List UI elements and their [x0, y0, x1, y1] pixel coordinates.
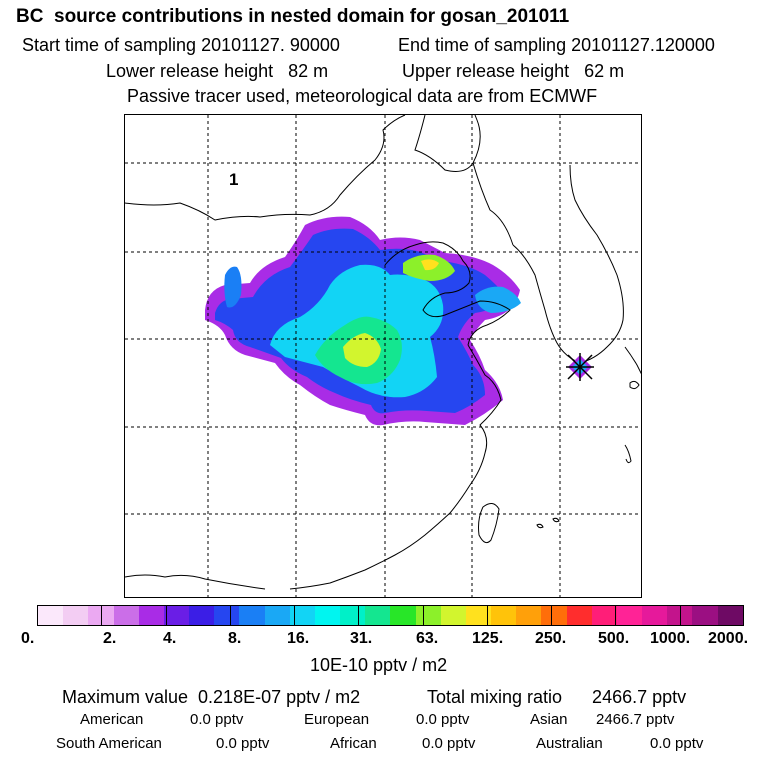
south-american-label: South American — [56, 735, 162, 752]
korea-border — [472, 162, 514, 246]
colorbar-label-31: 31. — [350, 630, 373, 647]
total-mixing-text: Total mixing ratio 2466.7 pptv — [427, 687, 687, 707]
colorbar-label-2: 2. — [103, 630, 117, 647]
map-canvas — [125, 115, 641, 597]
map-panel-label: 1 — [229, 170, 239, 189]
colorbar-cell-5 — [163, 606, 190, 625]
colorbar-cell-18 — [491, 606, 517, 625]
map-panel: 1 — [124, 114, 642, 598]
lower-release-text: Lower release height 82 m — [106, 61, 329, 81]
african-label: African — [330, 735, 377, 752]
european-label: European — [304, 711, 370, 728]
colorbar-label-63: 63. — [416, 630, 439, 647]
colorbar-label-0: 0. — [21, 630, 35, 647]
colorbar-cell-1 — [63, 606, 89, 625]
japan-island-b — [624, 444, 632, 464]
colorbar-tick-5 — [358, 605, 360, 626]
coastlines — [125, 115, 641, 590]
colorbar-cell-4 — [138, 606, 164, 625]
colorbar — [37, 605, 744, 626]
maximum-value-text: Maximum value 0.218E-07 pptv / m2 — [62, 687, 361, 707]
colorbar-cell-16 — [440, 606, 466, 625]
colorbar-cell-27 — [717, 606, 743, 625]
mongolia-border — [125, 115, 406, 221]
graticule — [125, 115, 641, 597]
asian-value: 2466.7 pptv — [596, 711, 675, 728]
colorbar-cell-19 — [516, 606, 542, 625]
colorbar-tick-4 — [294, 605, 296, 626]
colorbar-tick-6 — [422, 605, 424, 626]
start-time-text: Start time of sampling 20101127. 90000 — [22, 35, 340, 55]
colorbar-cell-23 — [616, 606, 643, 625]
american-label: American — [80, 711, 144, 728]
colorbar-cell-17 — [465, 606, 492, 625]
china-east-coast — [289, 344, 502, 590]
colorbar-tick-7 — [486, 605, 488, 626]
manchuria-border — [414, 115, 481, 172]
colorbar-cell-22 — [591, 606, 617, 625]
tracer-note-text: Passive tracer used, meteorological data… — [127, 86, 598, 106]
japan-island-a — [629, 380, 640, 390]
colorbar-cell-24 — [642, 606, 668, 625]
southern-border — [125, 574, 266, 590]
colorbar-cell-7 — [214, 606, 240, 625]
small-island-2 — [552, 517, 560, 523]
colorbar-cell-8 — [239, 606, 265, 625]
small-island-1 — [536, 523, 544, 529]
japan-coast — [624, 346, 641, 375]
receptor-star-icon — [566, 353, 594, 381]
plume-west-tail — [224, 266, 242, 308]
plume-east-lobe — [475, 286, 521, 313]
colorbar-label-16: 16. — [287, 630, 310, 647]
colorbar-label-1000: 1000. — [650, 630, 691, 647]
colorbar-cell-15 — [415, 606, 441, 625]
taiwan-island — [478, 503, 500, 544]
colorbar-cell-3 — [113, 606, 139, 625]
colorbar-cell-0 — [38, 606, 64, 625]
colorbar-cell-2 — [88, 606, 114, 625]
colorbar-cell-9 — [264, 606, 290, 625]
colorbar-tick-3 — [229, 605, 231, 626]
colorbar-label-2000: 2000. — [708, 630, 749, 647]
asian-label: Asian — [530, 711, 568, 728]
european-value: 0.0 pptv — [416, 711, 470, 728]
plot-title: BC source contributions in nested domain… — [16, 6, 570, 27]
colorbar-cell-13 — [365, 606, 391, 625]
colorbar-cell-26 — [692, 606, 718, 625]
colorbar-tick-9 — [615, 605, 617, 626]
colorbar-tick-10 — [679, 605, 681, 626]
upper-release-text: Upper release height 62 m — [402, 61, 625, 81]
colorbar-tick-2 — [165, 605, 167, 626]
australian-value: 0.0 pptv — [650, 735, 704, 752]
end-time-text: End time of sampling 20101127.120000 — [398, 35, 715, 55]
colorbar-label-250: 250. — [535, 630, 567, 647]
colorbar-cell-20 — [541, 606, 567, 625]
korea-west-coast — [512, 164, 624, 364]
colorbar-cell-6 — [189, 606, 215, 625]
south-american-value: 0.0 pptv — [216, 735, 270, 752]
colorbar-tick-1 — [101, 605, 103, 626]
colorbar-cell-21 — [566, 606, 592, 625]
colorbar-cell-14 — [390, 606, 416, 625]
concentration-field — [205, 216, 521, 426]
colorbar-units: 10E-10 pptv / m2 — [310, 655, 448, 675]
american-value: 0.0 pptv — [190, 711, 244, 728]
bohai-coast — [384, 241, 511, 346]
colorbar-cell-12 — [340, 606, 366, 625]
colorbar-label-8: 8. — [228, 630, 242, 647]
colorbar-cell-10 — [289, 606, 315, 625]
plume-north-core — [421, 259, 439, 271]
plume-yellow-core — [343, 333, 381, 367]
colorbar-label-500: 500. — [598, 630, 630, 647]
colorbar-cell-11 — [314, 606, 341, 625]
african-value: 0.0 pptv — [422, 735, 476, 752]
australian-label: Australian — [536, 735, 603, 752]
colorbar-tick-8 — [551, 605, 553, 626]
colorbar-label-125: 125. — [472, 630, 504, 647]
colorbar-label-4: 4. — [163, 630, 177, 647]
